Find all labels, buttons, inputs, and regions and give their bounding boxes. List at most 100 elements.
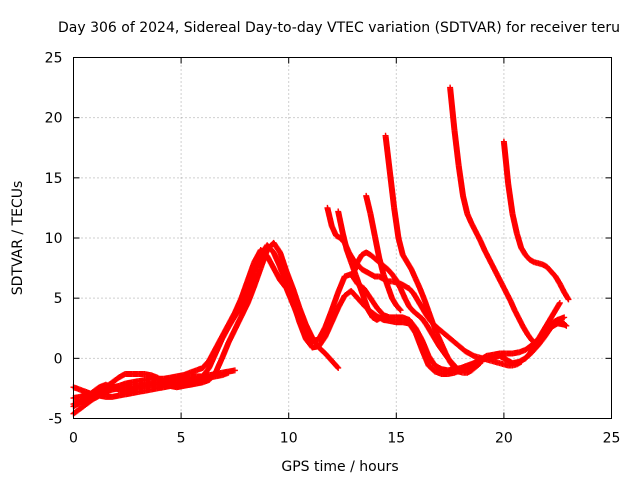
data-point-fill <box>238 289 251 309</box>
data-point-fill <box>368 252 377 261</box>
data-point-fill <box>390 278 398 286</box>
data-point-fill <box>441 330 450 339</box>
plot-frame <box>73 57 612 419</box>
data-point-fill <box>283 269 296 291</box>
data-point-fill <box>363 194 374 216</box>
data-point-fill <box>406 321 418 335</box>
data-point-fill <box>245 260 257 282</box>
data-point-fill <box>544 264 554 274</box>
data-point-fill <box>219 340 231 361</box>
data-point-fill <box>460 194 471 216</box>
data-point-fill <box>329 358 341 371</box>
data-point-fill <box>71 406 82 416</box>
x-tick-label: 20 <box>495 431 513 447</box>
data-point-fill <box>540 262 549 270</box>
data-point-fill <box>225 327 238 345</box>
data-point-fill <box>232 304 244 319</box>
series-arc-10 <box>382 132 484 376</box>
data-point-fill <box>485 356 493 364</box>
series-arc-11 <box>447 84 570 347</box>
data-point <box>335 364 342 371</box>
data-point-fill <box>335 209 346 234</box>
data-point-fill <box>469 364 478 373</box>
data-point-fill <box>78 394 89 404</box>
y-tick-label: 0 <box>54 351 63 367</box>
data-point-fill <box>527 257 536 265</box>
data-point-fill <box>361 286 373 301</box>
data-point-fill <box>502 361 510 369</box>
data-point <box>563 322 570 329</box>
data-point-fill <box>375 315 384 323</box>
data-point-fill <box>110 375 121 385</box>
data-point-fill <box>251 252 264 274</box>
data-point-fill <box>277 265 290 286</box>
data-point-fill <box>271 250 283 269</box>
series-arc-3 <box>70 239 342 400</box>
data-point-fill <box>324 206 335 228</box>
data-point-fill <box>455 164 466 198</box>
data-point-fill <box>370 315 379 323</box>
data-point-fill <box>303 322 315 340</box>
data-point-fill <box>447 85 458 132</box>
data-point-fill <box>407 286 416 296</box>
data-point-fill <box>493 359 502 366</box>
data-point-fill <box>532 259 540 266</box>
data-point-fill <box>407 304 416 314</box>
data-point-fill <box>413 331 425 352</box>
data-point <box>231 367 238 374</box>
data-point-fill <box>555 317 564 325</box>
data-point-fill <box>382 133 393 174</box>
data-point-fill <box>258 248 270 270</box>
x-axis-label: GPS time / hours <box>281 459 398 475</box>
data-point-fill <box>463 348 472 356</box>
data-point <box>561 314 568 321</box>
data-point-fill <box>546 320 556 330</box>
x-tick-label: 25 <box>603 431 621 447</box>
data-point-fill <box>510 361 519 369</box>
data-point-fill <box>476 354 484 361</box>
data-point-fill <box>245 269 257 293</box>
data-point-fill <box>560 320 569 328</box>
data-point-fill <box>264 254 277 270</box>
data-point-fill <box>232 314 244 332</box>
data-point-fill <box>200 358 212 371</box>
data-point-fill <box>303 337 315 350</box>
data-point-fill <box>364 250 373 258</box>
data-point-fill <box>402 283 412 291</box>
data-point <box>378 314 385 321</box>
x-tick-label: 5 <box>177 431 186 447</box>
data-point-fill <box>450 338 459 346</box>
data-point-fill <box>447 359 457 370</box>
data-point-fill <box>359 250 369 258</box>
data-point-fill <box>525 332 535 343</box>
data-point-fill <box>454 341 463 350</box>
y-tick-label: -5 <box>49 412 63 428</box>
data-point-fill <box>359 266 369 275</box>
data-point-fill <box>437 327 446 336</box>
data-point-fill <box>316 325 328 341</box>
data-point-fill <box>334 233 343 241</box>
series-arc-9 <box>363 192 404 314</box>
data-point-fill <box>394 303 403 313</box>
data-point-fill <box>377 274 386 282</box>
data-point-fill <box>457 368 465 376</box>
data-point-fill <box>419 338 432 358</box>
x-tick-label: 10 <box>280 431 298 447</box>
data-point-fill <box>489 358 497 365</box>
data-point-fill <box>238 301 251 319</box>
data-point-fill <box>78 401 89 412</box>
x-tick-label: 15 <box>387 431 405 447</box>
data-point <box>565 296 572 303</box>
data-point-fill <box>523 342 534 353</box>
data-point-fill <box>501 139 512 186</box>
data-point <box>397 307 404 314</box>
data-point-fill <box>329 290 341 312</box>
data-point-fill <box>514 358 524 366</box>
data-point-fill <box>277 250 290 274</box>
data-point-fill <box>245 284 257 305</box>
data-point-fill <box>316 345 328 356</box>
data-point-fill <box>368 271 377 279</box>
data-point-fill <box>213 337 225 356</box>
data-point-fill <box>452 365 461 374</box>
data-point-fill <box>446 334 455 343</box>
